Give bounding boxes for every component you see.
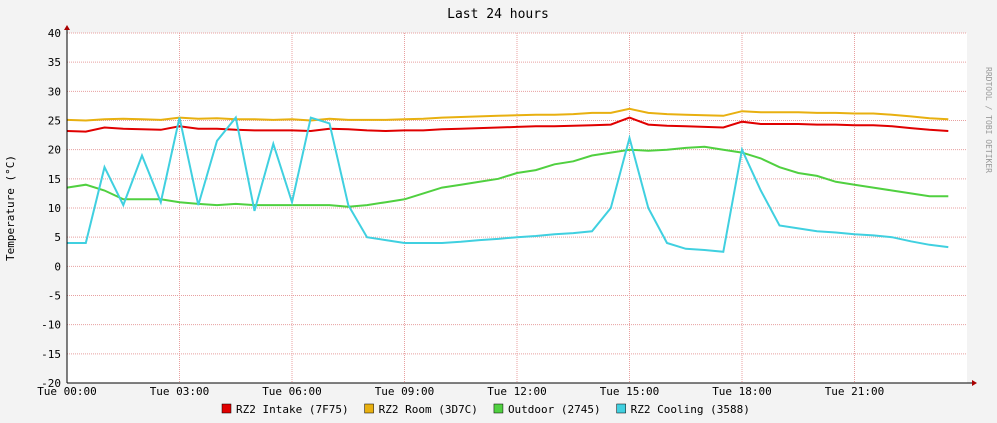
x-tick-label: Tue 21:00 <box>825 385 885 398</box>
y-tick-label: 30 <box>48 85 61 98</box>
y-tick-label: -5 <box>48 290 61 303</box>
legend-swatch <box>364 403 374 414</box>
x-tick-label: Tue 15:00 <box>600 385 660 398</box>
grid <box>66 32 967 384</box>
y-tick-label: 40 <box>48 27 61 40</box>
series-line <box>66 116 949 133</box>
legend: RZ2 Intake (7F75) RZ2 Room (3D7C) Outdoor … <box>221 403 750 416</box>
x-tick-label: Tue 03:00 <box>150 385 210 398</box>
x-tick-label: Tue 09:00 <box>375 385 435 398</box>
series-line <box>67 115 949 253</box>
y-arrow <box>64 25 70 30</box>
x-tick-label: Tue 00:00 <box>37 385 97 398</box>
y-tick-label: 10 <box>48 202 61 215</box>
legend-label: RZ2 Cooling (3588) <box>631 403 750 416</box>
legend-swatch <box>221 403 232 414</box>
x-tick-label: Tue 12:00 <box>487 385 547 398</box>
y-tick-label: 0 <box>54 260 61 273</box>
watermark: RRDTOOL / TOBI OETIKER <box>984 67 993 173</box>
series-line <box>66 107 949 122</box>
x-arrow <box>972 380 977 386</box>
legend-swatch <box>493 403 504 414</box>
legend-label: RZ2 Intake (7F75) <box>236 403 349 416</box>
y-tick-label: -15 <box>41 348 61 361</box>
y-tick-label: 5 <box>54 231 61 244</box>
x-tick-label: Tue 18:00 <box>712 385 772 398</box>
y-tick-label: 20 <box>48 144 61 157</box>
y-axis-label: Temperature (°C) <box>4 155 17 261</box>
chart-title: Last 24 hours <box>447 7 549 22</box>
legend-swatch <box>616 403 626 414</box>
y-tick-label: -20 <box>41 377 61 390</box>
y-tick-label: -10 <box>41 319 61 332</box>
legend-label: RZ2 Room (3D7C) <box>379 403 478 416</box>
y-tick-label: 15 <box>48 173 61 186</box>
legend-label: Outdoor (2745) <box>508 403 601 416</box>
y-tick-label: 25 <box>48 115 61 128</box>
y-tick-label: 35 <box>48 56 61 69</box>
x-tick-label: Tue 06:00 <box>262 385 322 398</box>
series-line <box>66 145 949 208</box>
lines <box>66 107 949 253</box>
